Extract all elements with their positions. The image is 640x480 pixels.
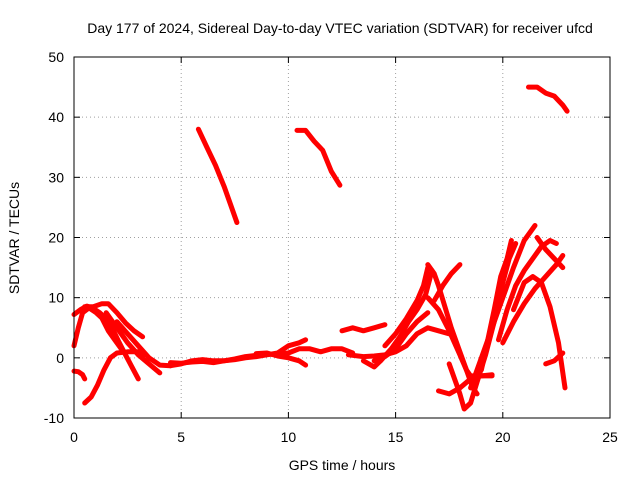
x-tick-label: 5 [177, 429, 185, 445]
series-arc-24 [478, 238, 514, 373]
y-tick-label: 10 [48, 290, 64, 306]
series-arc-20 [436, 373, 495, 397]
x-tick-label: 10 [281, 429, 297, 445]
series-arc-28 [534, 235, 566, 271]
series-arc-26 [500, 253, 566, 346]
series-arc-17 [371, 310, 431, 364]
y-tick-label: 20 [48, 230, 64, 246]
series-arc-15 [360, 268, 435, 370]
y-tick-label: 30 [48, 169, 64, 185]
series-arc-30 [526, 84, 570, 114]
y-tick-label: -10 [44, 410, 64, 426]
series-arc-2 [71, 305, 124, 352]
series-arc-4 [82, 301, 146, 340]
chart-title: Day 177 of 2024, Sidereal Day-to-day VTE… [87, 20, 593, 36]
series-arc-16 [382, 265, 431, 349]
y-tick-label: 50 [48, 49, 64, 65]
series-arc-6 [114, 319, 173, 369]
x-tick-label: 20 [495, 429, 511, 445]
series-arc-9 [168, 337, 309, 366]
series-arc-27 [511, 274, 568, 391]
series-arc-10 [253, 350, 309, 368]
tick-layer: 0 5 10 15 20 25 -10 0 10 20 30 40 50 [44, 49, 618, 445]
series-arc-14 [345, 325, 452, 360]
series-arc-5 [103, 310, 163, 376]
y-axis-label: SDTVAR / TECUs [6, 182, 22, 294]
series-arc-25 [496, 238, 559, 343]
y-tick-label: 0 [56, 350, 64, 366]
series-arc-7 [71, 368, 88, 382]
grid-layer [74, 57, 610, 418]
x-tick-label: 15 [388, 429, 404, 445]
series-arc-13 [339, 322, 388, 334]
x-tick-label: 25 [602, 429, 618, 445]
series-arc-12 [294, 127, 343, 188]
series-arc-21 [431, 262, 463, 304]
series-arc-29 [543, 350, 566, 367]
series-arc-23 [468, 223, 538, 391]
x-tick-label: 0 [70, 429, 78, 445]
series-arc-11 [195, 126, 240, 225]
series-layer [71, 84, 570, 412]
x-axis-label: GPS time / hours [289, 457, 396, 473]
y-tick-label: 40 [48, 109, 64, 125]
